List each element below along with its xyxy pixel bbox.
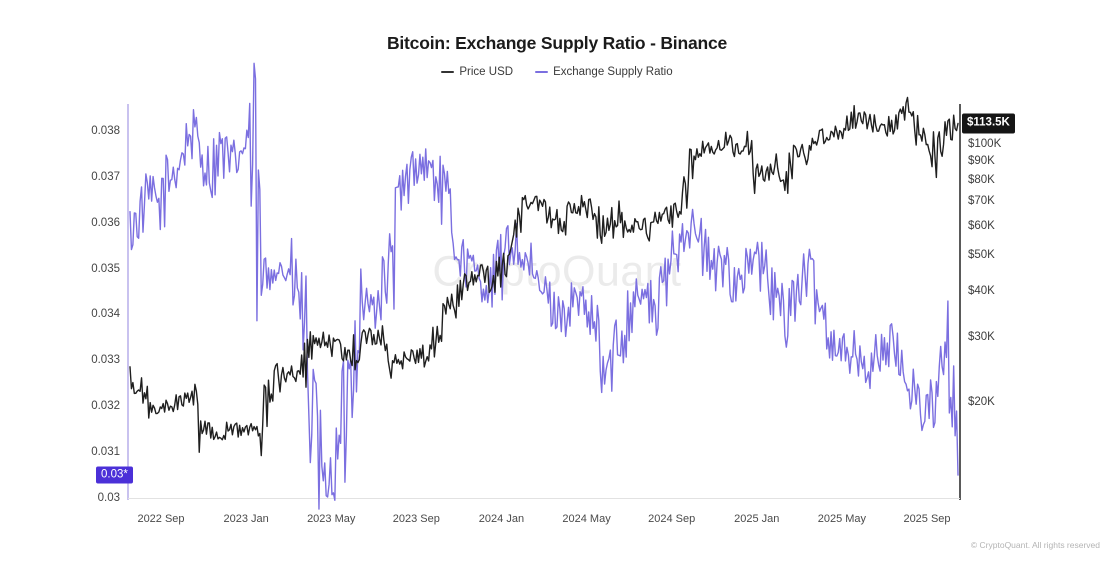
line-dash-icon [535,71,549,73]
legend-item-exchange-supply-ratio[interactable]: Exchange Supply Ratio [535,66,673,78]
right-axis-tick-label: $90K [968,154,995,167]
left-axis-tick-label: 0.033 [91,354,120,367]
left-axis-tick-label: 0.032 [91,400,120,413]
right-axis-tick-label: $80K [968,173,995,186]
right-axis-tick-label: $100K [968,137,1002,150]
left-axis-tick-label: 0.038 [91,124,120,137]
x-axis-tick-label: 2023 May [307,513,356,525]
x-axis-tick-label: 2024 Jan [478,513,525,525]
x-axis-tick-label: 2025 May [817,513,867,525]
series-line-price-usd [129,96,959,457]
right-axis-tick-label: $30K [968,331,995,343]
left-axis-tick-label: 0.037 [91,170,120,183]
legend-item-price-usd[interactable]: Price USD [441,66,513,78]
left-axis-tick-label: 0.034 [91,308,120,321]
left-axis-tick-label: 0.03 [97,492,120,504]
x-axis-tick-label: 2023 Sep [392,513,440,525]
right-axis-tick-label: $20K [968,396,995,409]
chart-plot-area [129,62,959,510]
page-title: Bitcoin: Exchange Supply Ratio - Binance [386,33,728,53]
legend-label-price-usd: Price USD [459,66,514,78]
left-axis-tick-label: 0.031 [91,446,120,459]
x-axis-tick-label: 2022 Sep [137,513,185,525]
right-axis-line [959,104,961,500]
right-axis-tick-label: $60K [968,219,995,232]
series-line-exchange-supply-ratio [129,62,959,510]
line-dash-icon [441,71,455,73]
right-axis-current-value-badge: $113.5K [962,113,1015,134]
right-axis-tick-label: $70K [968,195,995,208]
copyright-credit: © CryptoQuant. All rights reserved [970,540,1100,550]
legend-label-exchange-supply-ratio: Exchange Supply Ratio [553,66,673,78]
chart-legend: Price USD Exchange Supply Ratio [0,66,1114,78]
x-axis-tick-label: 2024 May [562,513,611,525]
x-axis-tick-label: 2023 Jan [223,513,269,525]
x-axis-tick-label: 2025 Jan [734,513,780,525]
x-axis-tick-label: 2025 Sep [903,513,951,525]
x-axis-tick-label: 2024 Sep [648,513,696,525]
left-axis-line [127,104,129,500]
left-axis-tick-label: 0.036 [91,216,120,229]
bottom-axis-line [128,498,960,499]
